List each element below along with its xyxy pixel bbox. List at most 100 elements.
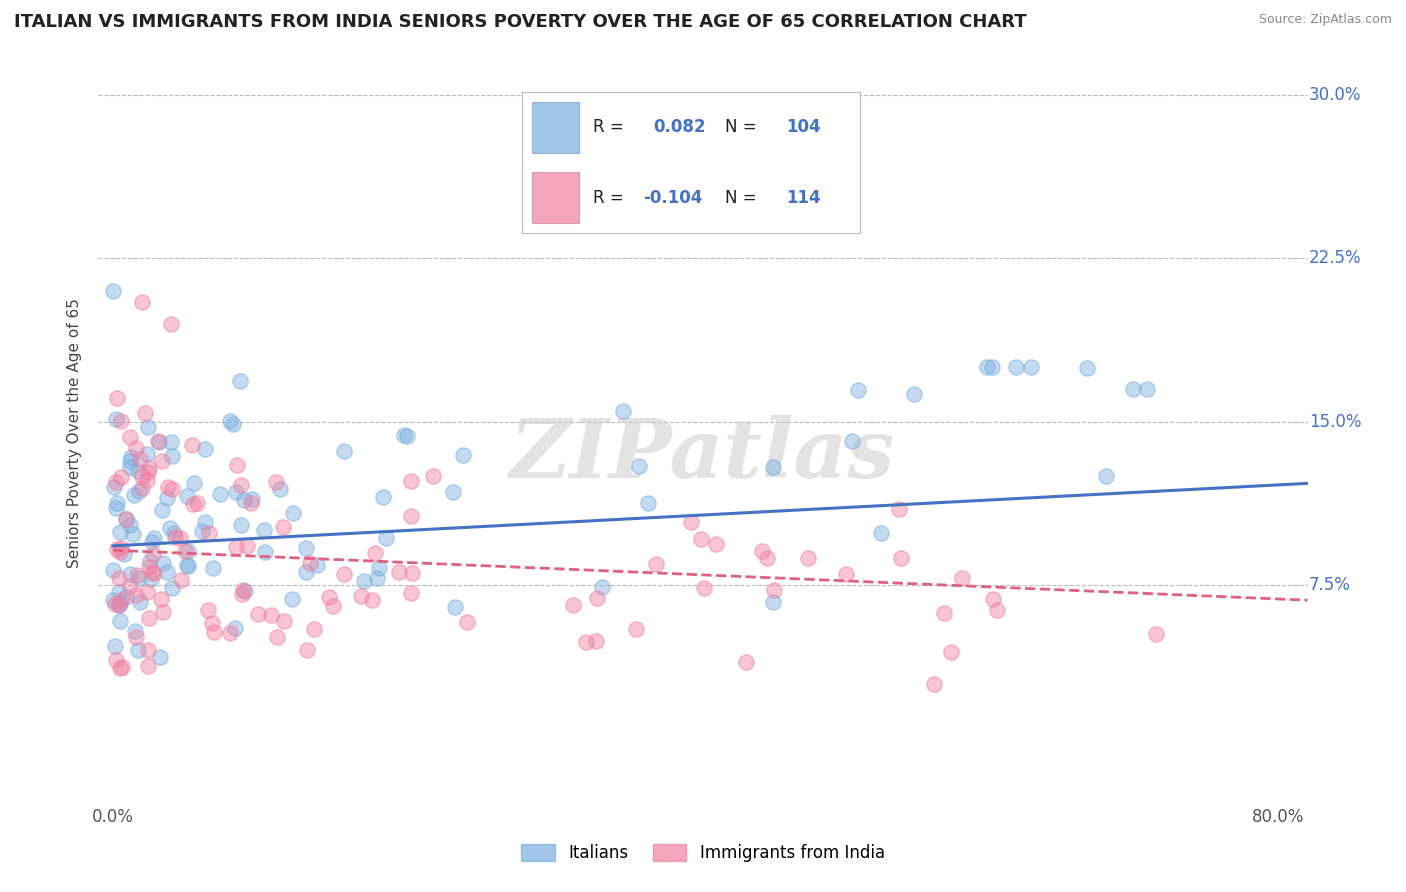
Point [297, 643, 319, 657]
Point [229, 374, 252, 388]
Point [366, 571, 388, 585]
Point [903, 386, 925, 401]
Point [157, 481, 180, 495]
Point [363, 546, 385, 560]
Point [392, 428, 415, 442]
Text: ITALIAN VS IMMIGRANTS FROM INDIA SENIORS POVERTY OVER THE AGE OF 65 CORRELATION : ITALIAN VS IMMIGRANTS FROM INDIA SENIORS… [14, 13, 1026, 31]
Point [138, 611, 160, 625]
Point [260, 607, 283, 622]
Point [645, 558, 668, 572]
Point [152, 606, 174, 620]
Point [149, 649, 172, 664]
Point [131, 469, 153, 483]
Point [112, 547, 135, 561]
Point [128, 452, 150, 467]
Point [120, 450, 142, 464]
Point [655, 164, 678, 178]
Point [115, 512, 138, 526]
Point [941, 645, 963, 659]
Point [194, 442, 217, 456]
Point [108, 585, 131, 599]
Point [136, 447, 159, 461]
Point [150, 454, 173, 468]
Text: Source: ZipAtlas.com: Source: ZipAtlas.com [1258, 13, 1392, 27]
Point [762, 460, 785, 475]
Point [890, 551, 912, 566]
Point [693, 581, 716, 595]
Point [266, 630, 288, 644]
Point [922, 677, 945, 691]
Point [198, 526, 221, 541]
Point [333, 443, 356, 458]
Point [128, 571, 150, 585]
Point [225, 541, 247, 555]
Point [152, 556, 174, 570]
Point [160, 581, 183, 595]
Point [797, 551, 820, 566]
Point [160, 482, 183, 496]
Point [108, 524, 131, 539]
Point [1144, 627, 1167, 641]
Point [208, 487, 231, 501]
Point [388, 566, 411, 580]
Point [612, 404, 634, 418]
Point [148, 435, 170, 450]
Point [131, 481, 153, 495]
Point [177, 544, 200, 558]
Point [294, 565, 316, 579]
Point [138, 554, 160, 568]
Point [229, 477, 252, 491]
Point [273, 615, 295, 629]
Point [240, 495, 263, 509]
Point [120, 430, 142, 444]
Point [269, 482, 291, 496]
Point [889, 501, 911, 516]
Point [253, 523, 276, 537]
Point [202, 624, 225, 639]
Point [371, 491, 394, 505]
Point [103, 597, 125, 611]
Point [302, 622, 325, 636]
Point [361, 593, 384, 607]
Point [575, 635, 598, 649]
Point [176, 489, 198, 503]
Point [163, 525, 186, 540]
Point [1019, 360, 1042, 375]
Point [120, 460, 142, 475]
Point [218, 626, 240, 640]
Point [138, 465, 160, 479]
Point [194, 516, 217, 530]
Point [441, 485, 464, 500]
Point [225, 485, 247, 500]
Point [160, 435, 183, 450]
Point [177, 559, 200, 574]
Point [135, 473, 157, 487]
Point [141, 534, 163, 549]
Point [143, 566, 166, 580]
Point [561, 599, 583, 613]
Point [104, 475, 127, 489]
Point [150, 502, 173, 516]
Point [689, 532, 711, 546]
Point [1076, 361, 1098, 376]
Point [169, 531, 191, 545]
Point [294, 541, 316, 556]
Point [299, 556, 322, 570]
Point [122, 488, 145, 502]
Point [103, 563, 125, 577]
Point [353, 574, 375, 588]
Text: 7.5%: 7.5% [1309, 576, 1351, 594]
Point [271, 520, 294, 534]
Text: 15.0%: 15.0% [1309, 413, 1361, 431]
Point [191, 524, 214, 538]
Point [624, 622, 647, 636]
Point [281, 506, 304, 520]
Point [136, 643, 159, 657]
Point [105, 500, 128, 515]
Point [108, 660, 131, 674]
Point [125, 630, 148, 644]
Point [305, 558, 328, 573]
Point [129, 595, 152, 609]
Point [456, 615, 478, 629]
Point [108, 545, 131, 559]
